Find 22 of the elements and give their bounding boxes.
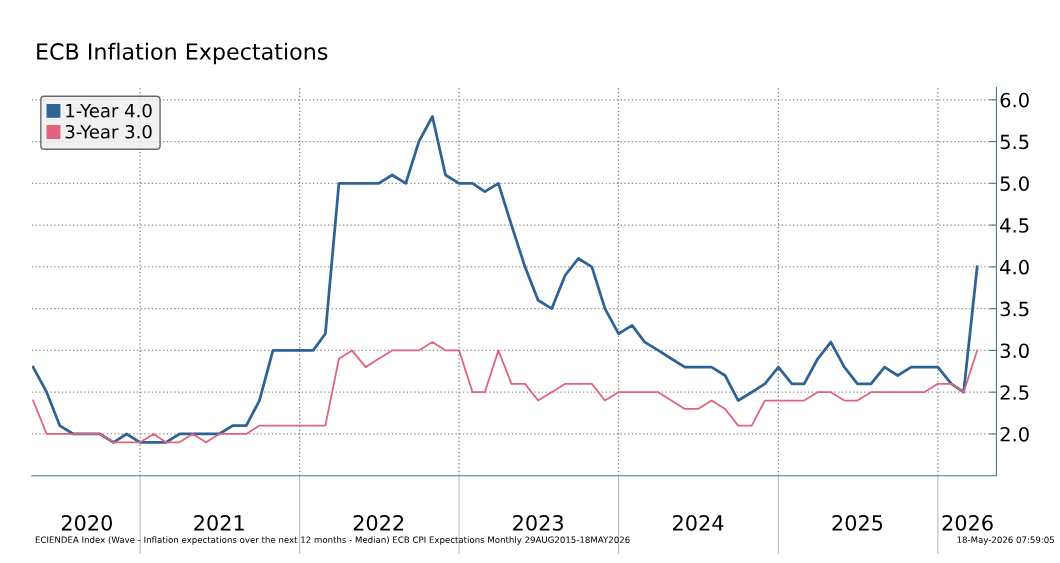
- y-tick-label: 4.0: [1000, 259, 1029, 275]
- y-tick-label: 5.5: [1000, 134, 1029, 150]
- line-series: [32, 341, 979, 444]
- y-tick-label: 5.0: [1000, 176, 1029, 191]
- text: ECIENDEA Index (Wave - Inflation expectations over the next 12 months - Median) ECB CPI Expectations Monthly 29AUG2015-18MAY2026: [35, 536, 630, 545]
- x-tick-label: 2024: [673, 514, 724, 531]
- x-tick-label: 2021: [194, 514, 244, 531]
- y-tick-label: 3.5: [1000, 301, 1029, 317]
- y-tick-label: 2.5: [1000, 385, 1029, 400]
- y-tick-label: 2.0: [1000, 426, 1029, 442]
- text: 18-May-2026 07:59:05: [957, 536, 1054, 545]
- y-tick-label: 6.0: [1000, 92, 1029, 108]
- x-tick-label: 2022: [353, 514, 404, 531]
- y-tick-label: 4.5: [1000, 218, 1029, 233]
- chart-title: ECB Inflation Expectations: [37, 42, 328, 65]
- y-tick-label: 3.0: [1000, 343, 1029, 359]
- x-tick-label: 2023: [513, 514, 563, 531]
- legend-label: 1-Year 4.0: [66, 103, 152, 118]
- x-tick-label: 2026: [942, 514, 993, 531]
- x-tick-label: 2025: [832, 514, 883, 531]
- x-tick-label: 2020: [61, 514, 112, 531]
- legend-label: 3-Year 3.0: [65, 124, 152, 139]
